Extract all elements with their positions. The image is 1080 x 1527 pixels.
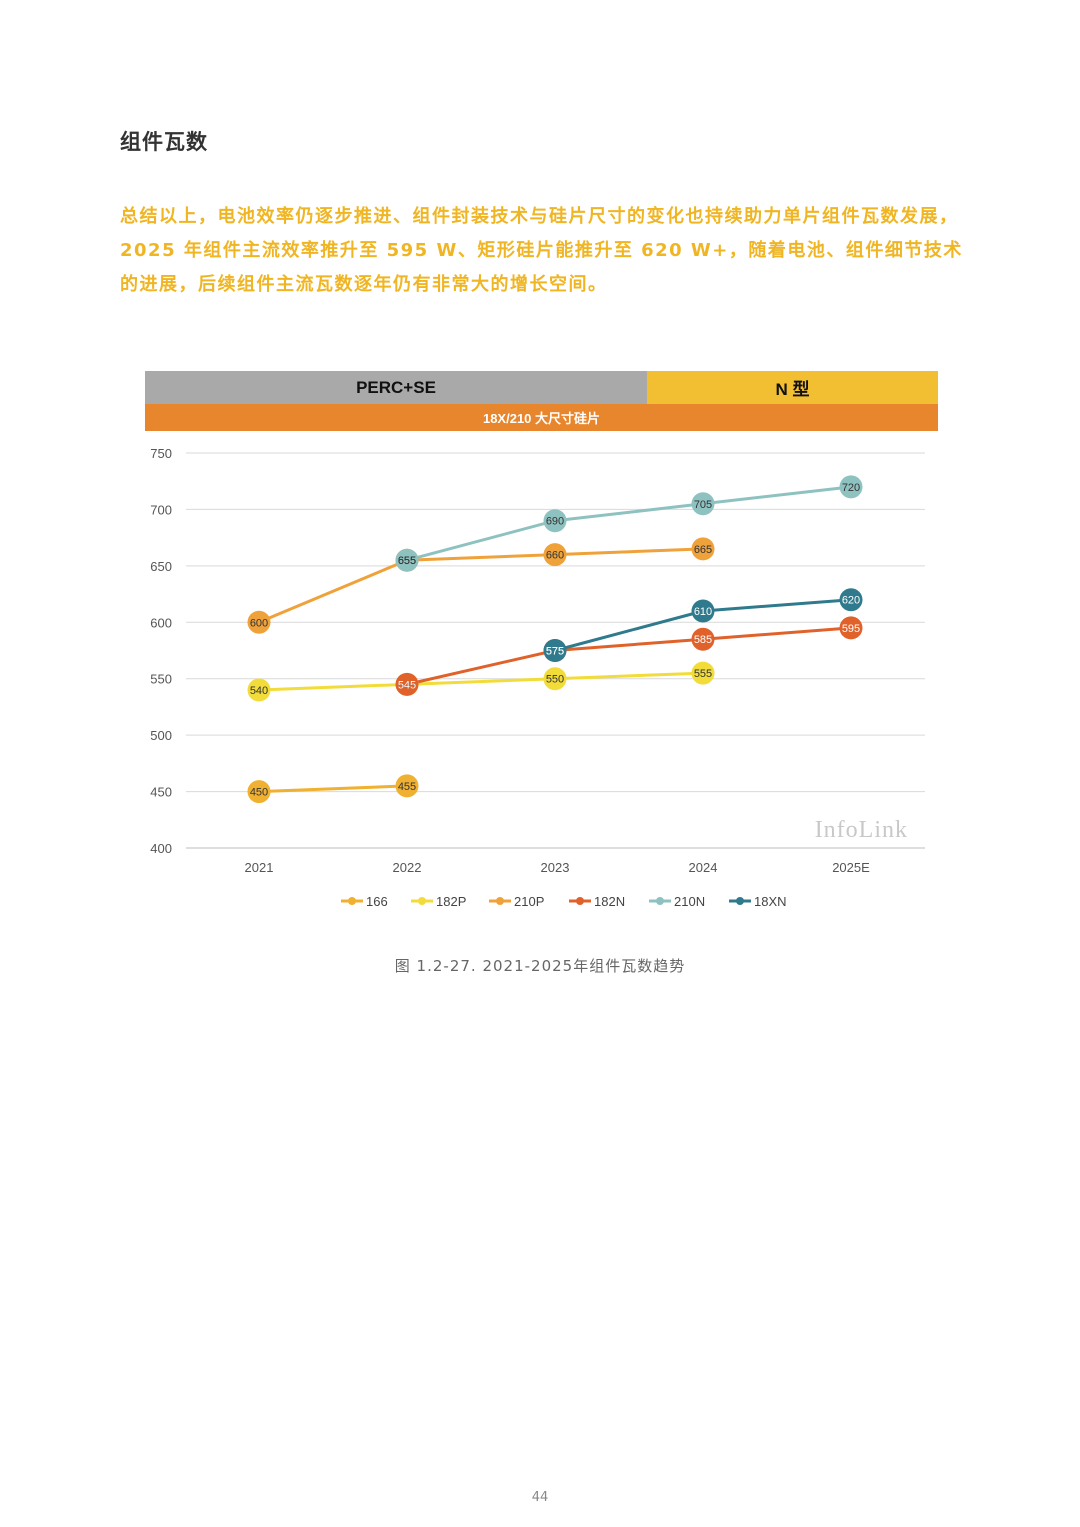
- data-label-182P: 545: [398, 679, 416, 691]
- figure-caption: 图 1.2-27. 2021-2025年组件瓦数趋势: [394, 957, 686, 975]
- y-tick-label: 700: [150, 502, 172, 517]
- legend-item-210P: 210P: [489, 894, 544, 909]
- legend-item-210N: 210N: [649, 894, 705, 909]
- svg-text:18XN: 18XN: [754, 894, 787, 909]
- series-line-182P: [258, 671, 704, 692]
- svg-text:210P: 210P: [514, 894, 544, 909]
- data-label-210N: 720: [842, 482, 860, 494]
- svg-text:182N: 182N: [594, 894, 625, 909]
- data-label-210P: 665: [694, 544, 712, 556]
- page-number: 44: [531, 1490, 549, 1505]
- data-point-210P: [543, 543, 567, 567]
- data-point-182N: [839, 616, 863, 640]
- x-tick-label: 2022: [393, 860, 422, 875]
- data-point-210P: [247, 610, 271, 634]
- infolink-watermark: InfoLink: [815, 817, 908, 843]
- data-label-18XN: 620: [842, 595, 860, 607]
- data-label-166: 450: [250, 787, 268, 799]
- data-label-210N: 690: [546, 516, 564, 528]
- data-point-182N: [691, 627, 715, 651]
- data-label-210N: 705: [694, 499, 712, 511]
- data-point-18XN: [839, 588, 863, 612]
- data-point-182P: [543, 667, 567, 691]
- data-point-182N: [395, 672, 419, 696]
- data-label-182N: 545: [398, 679, 416, 691]
- legend-item-166: 166: [341, 894, 388, 909]
- data-label-18XN: 610: [694, 606, 712, 618]
- svg-text:210N: 210N: [674, 894, 705, 909]
- data-label-210N: 655: [398, 555, 416, 567]
- data-label-210P: 655: [398, 555, 416, 567]
- data-label-210P: 600: [250, 617, 268, 629]
- data-point-210N: [691, 492, 715, 516]
- section-title: 组件瓦数: [120, 130, 208, 154]
- x-tick-label: 2021: [245, 860, 274, 875]
- data-point-210P: [691, 537, 715, 561]
- data-label-210P: 660: [546, 550, 564, 562]
- x-tick-label: 2023: [541, 860, 570, 875]
- series-line-210P: [258, 547, 704, 624]
- x-tick-label: 2025E: [832, 860, 870, 875]
- y-tick-label: 750: [150, 446, 172, 461]
- legend-item-18XN: 18XN: [729, 894, 787, 909]
- data-point-182P: [691, 661, 715, 685]
- svg-text:166: 166: [366, 894, 388, 909]
- data-point-166: [395, 774, 419, 798]
- data-label-182N: 585: [694, 634, 712, 646]
- band-n-type: N 型: [647, 371, 938, 404]
- svg-text:182P: 182P: [436, 894, 466, 909]
- data-label-182N: 575: [546, 646, 564, 658]
- data-point-166: [247, 780, 271, 804]
- y-tick-label: 400: [150, 841, 172, 856]
- data-point-182P: [247, 678, 271, 702]
- series-line-210N: [406, 485, 852, 562]
- data-label-166: 455: [398, 781, 416, 793]
- y-tick-label: 500: [150, 728, 172, 743]
- series-line-166: [258, 784, 408, 794]
- data-label-182P: 550: [546, 674, 564, 686]
- intro-paragraph: 总结以上，电池效率仍逐步推进、组件封装技术与硅片尺寸的变化也持续助力单片组件瓦数…: [120, 206, 963, 295]
- legend-item-182P: 182P: [411, 894, 466, 909]
- series-line-182N: [406, 626, 852, 686]
- y-tick-label: 450: [150, 785, 172, 800]
- wattage-line-chart: 400 450 500 550 600 650 700 750 2021 2022 2023 2024…: [150, 446, 925, 909]
- y-tick-label: 600: [150, 615, 172, 630]
- data-label-18XN: 575: [546, 646, 564, 658]
- y-tick-label: 650: [150, 559, 172, 574]
- data-label-182N: 595: [842, 623, 860, 635]
- y-tick-label: 550: [150, 672, 172, 687]
- legend-item-182N: 182N: [569, 894, 625, 909]
- data-point-210N: [395, 548, 419, 572]
- data-label-182P: 540: [250, 685, 268, 697]
- band-large-wafer: 18X/210 大尺寸硅片: [145, 404, 938, 431]
- x-tick-label: 2024: [689, 860, 718, 875]
- data-point-210N: [839, 475, 863, 499]
- data-label-182P: 555: [694, 668, 712, 680]
- data-point-18XN: [691, 599, 715, 623]
- data-point-18XN: [543, 639, 567, 662]
- band-perc-se: PERC+SE: [145, 371, 647, 404]
- data-point-210N: [543, 509, 567, 533]
